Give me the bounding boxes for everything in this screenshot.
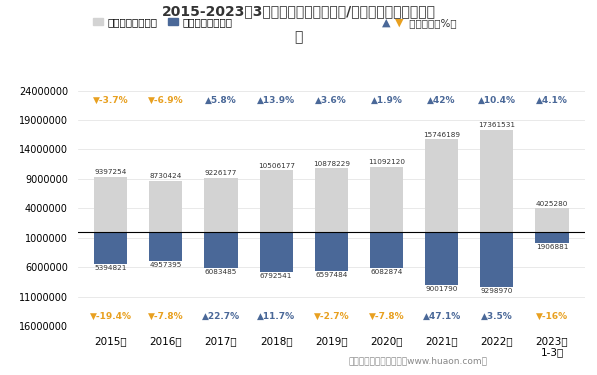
- Text: 15746189: 15746189: [423, 132, 460, 138]
- Bar: [204, 178, 238, 232]
- Text: ▲4.1%: ▲4.1%: [536, 96, 568, 105]
- Bar: [315, 168, 348, 232]
- Text: 8730424: 8730424: [150, 173, 182, 179]
- Text: ▼: ▼: [395, 18, 403, 28]
- Text: 6597484: 6597484: [315, 272, 347, 278]
- Bar: [94, 232, 127, 264]
- Text: 计: 计: [294, 30, 303, 44]
- Text: ▲5.8%: ▲5.8%: [205, 96, 237, 105]
- Text: 同比增长（%）: 同比增长（%）: [407, 18, 457, 28]
- Bar: [94, 177, 127, 232]
- Text: ▼-16%: ▼-16%: [536, 312, 568, 321]
- Bar: [315, 232, 348, 271]
- Text: 6082874: 6082874: [370, 269, 403, 275]
- Text: 4957395: 4957395: [150, 262, 182, 268]
- Text: ▼-3.7%: ▼-3.7%: [93, 96, 128, 105]
- Text: ▲3.5%: ▲3.5%: [481, 312, 513, 321]
- Text: 17361531: 17361531: [478, 123, 515, 129]
- Text: ▲1.9%: ▲1.9%: [371, 96, 402, 105]
- Text: 9226177: 9226177: [205, 170, 237, 176]
- Text: ▲22.7%: ▲22.7%: [202, 312, 240, 321]
- Text: ▼-7.8%: ▼-7.8%: [148, 312, 184, 321]
- Bar: [260, 170, 293, 232]
- Text: 1906881: 1906881: [536, 244, 568, 250]
- Text: 4025280: 4025280: [536, 201, 568, 207]
- Text: ▲3.6%: ▲3.6%: [315, 96, 347, 105]
- Bar: [370, 232, 403, 268]
- Bar: [370, 166, 403, 232]
- Text: 9298970: 9298970: [481, 288, 513, 294]
- Text: 9397254: 9397254: [94, 170, 127, 176]
- Text: 9001790: 9001790: [426, 286, 458, 292]
- Text: ▼-19.4%: ▼-19.4%: [90, 312, 132, 321]
- Text: ▲11.7%: ▲11.7%: [257, 312, 296, 321]
- Text: 6083485: 6083485: [205, 269, 237, 275]
- Text: 11092120: 11092120: [368, 159, 405, 165]
- Bar: [480, 130, 513, 232]
- Bar: [260, 232, 293, 272]
- Text: 10506177: 10506177: [258, 163, 295, 169]
- Text: 6792541: 6792541: [260, 273, 293, 279]
- Text: ▼-2.7%: ▼-2.7%: [313, 312, 349, 321]
- Text: ▲: ▲: [382, 18, 390, 28]
- Bar: [536, 208, 568, 232]
- Text: ▼-6.9%: ▼-6.9%: [148, 96, 184, 105]
- Text: ▲47.1%: ▲47.1%: [423, 312, 461, 321]
- Text: ▲10.4%: ▲10.4%: [478, 96, 516, 105]
- Text: ▲13.9%: ▲13.9%: [257, 96, 296, 105]
- Bar: [425, 139, 458, 232]
- Bar: [204, 232, 238, 268]
- Text: ▼-7.8%: ▼-7.8%: [369, 312, 404, 321]
- Text: ▲42%: ▲42%: [427, 96, 456, 105]
- Text: 5394821: 5394821: [94, 265, 127, 271]
- Text: 制图：华经产业研究院（www.huaon.com）: 制图：华经产业研究院（www.huaon.com）: [349, 357, 487, 366]
- Text: 10878229: 10878229: [313, 160, 350, 166]
- Bar: [536, 232, 568, 243]
- Legend: 出口额（万美元）, 进口额（万美元）: 出口额（万美元）, 进口额（万美元）: [93, 17, 233, 27]
- Bar: [149, 180, 183, 232]
- Bar: [149, 232, 183, 261]
- Text: 2015-2023年3月福建省（境内目的地/货源地）进、出口额统: 2015-2023年3月福建省（境内目的地/货源地）进、出口额统: [162, 4, 435, 18]
- Bar: [480, 232, 513, 287]
- Bar: [425, 232, 458, 285]
